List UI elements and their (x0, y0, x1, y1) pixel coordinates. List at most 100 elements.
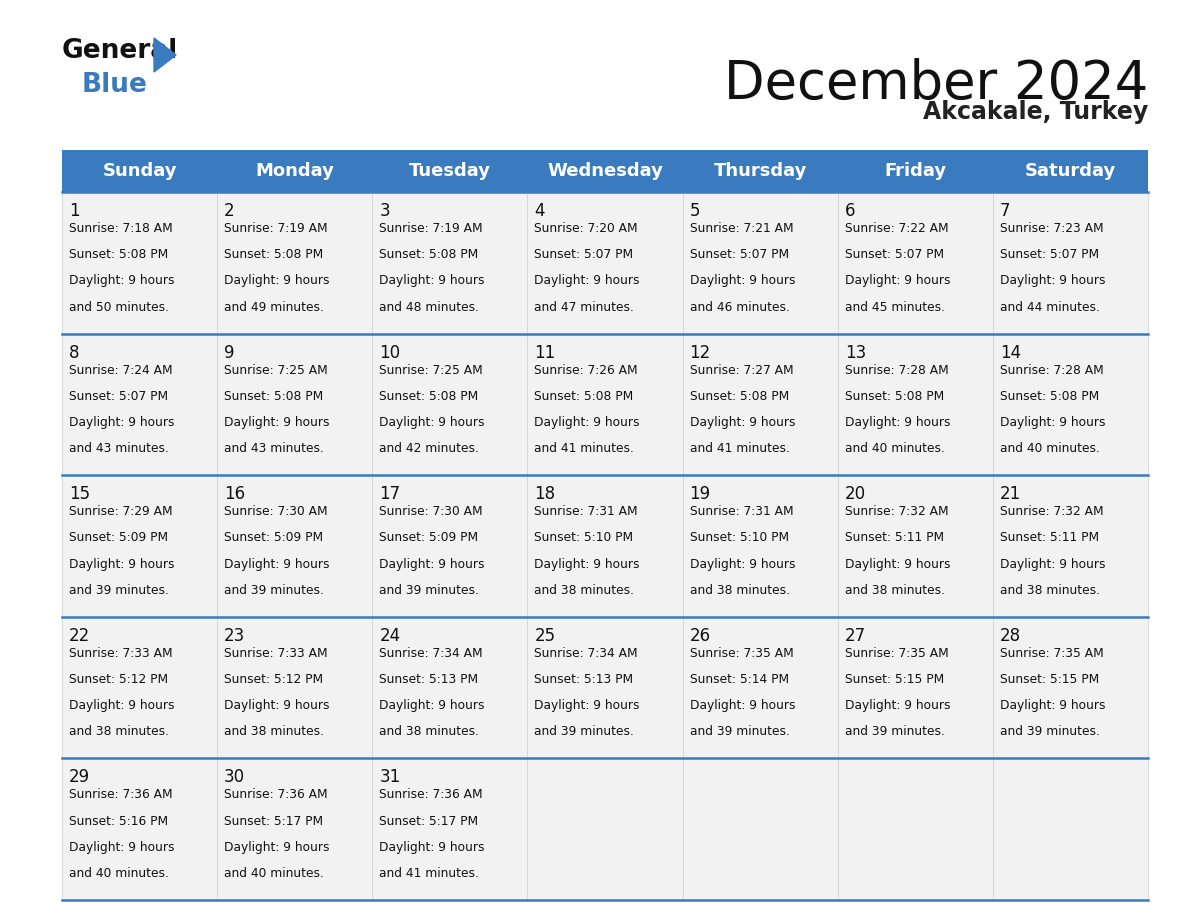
Text: Sunset: 5:07 PM: Sunset: 5:07 PM (535, 248, 633, 262)
Text: Friday: Friday (884, 162, 947, 180)
Text: Sunrise: 7:36 AM: Sunrise: 7:36 AM (379, 789, 482, 801)
Text: Daylight: 9 hours: Daylight: 9 hours (845, 274, 950, 287)
Text: Sunrise: 7:34 AM: Sunrise: 7:34 AM (535, 647, 638, 660)
Text: and 38 minutes.: and 38 minutes. (845, 584, 944, 597)
Bar (62, 333, 1148, 476)
Text: Sunset: 5:17 PM: Sunset: 5:17 PM (379, 814, 479, 828)
Text: 3: 3 (379, 202, 390, 220)
Text: Daylight: 9 hours: Daylight: 9 hours (1000, 416, 1105, 429)
Text: 31: 31 (379, 768, 400, 787)
Text: Sunset: 5:08 PM: Sunset: 5:08 PM (1000, 390, 1099, 403)
Text: Daylight: 9 hours: Daylight: 9 hours (689, 274, 795, 287)
Text: 11: 11 (535, 343, 556, 362)
Text: Sunset: 5:10 PM: Sunset: 5:10 PM (535, 532, 633, 544)
Text: 9: 9 (225, 343, 235, 362)
Text: Sunset: 5:08 PM: Sunset: 5:08 PM (379, 248, 479, 262)
Text: 22: 22 (69, 627, 90, 644)
Text: Tuesday: Tuesday (409, 162, 491, 180)
Text: and 39 minutes.: and 39 minutes. (689, 725, 790, 738)
Text: 17: 17 (379, 486, 400, 503)
Text: Daylight: 9 hours: Daylight: 9 hours (1000, 700, 1105, 712)
Text: and 50 minutes.: and 50 minutes. (69, 300, 169, 314)
Text: December 2024: December 2024 (723, 58, 1148, 110)
Text: Sunrise: 7:25 AM: Sunrise: 7:25 AM (225, 364, 328, 376)
Text: Monday: Monday (255, 162, 334, 180)
Text: Sunrise: 7:28 AM: Sunrise: 7:28 AM (845, 364, 948, 376)
Text: Sunrise: 7:19 AM: Sunrise: 7:19 AM (379, 222, 482, 235)
Text: 2: 2 (225, 202, 235, 220)
Text: Daylight: 9 hours: Daylight: 9 hours (689, 557, 795, 571)
Text: 28: 28 (1000, 627, 1020, 644)
Text: Thursday: Thursday (714, 162, 807, 180)
Text: Sunrise: 7:30 AM: Sunrise: 7:30 AM (225, 505, 328, 518)
Text: Daylight: 9 hours: Daylight: 9 hours (69, 416, 175, 429)
Text: Sunset: 5:07 PM: Sunset: 5:07 PM (69, 390, 169, 403)
Text: and 39 minutes.: and 39 minutes. (69, 584, 169, 597)
Text: Sunset: 5:12 PM: Sunset: 5:12 PM (225, 673, 323, 686)
Text: Sunrise: 7:32 AM: Sunrise: 7:32 AM (1000, 505, 1104, 518)
Text: Sunrise: 7:26 AM: Sunrise: 7:26 AM (535, 364, 638, 376)
Text: Daylight: 9 hours: Daylight: 9 hours (379, 557, 485, 571)
Text: Sunrise: 7:35 AM: Sunrise: 7:35 AM (689, 647, 794, 660)
Text: and 38 minutes.: and 38 minutes. (379, 725, 479, 738)
Text: 19: 19 (689, 486, 710, 503)
Text: Sunset: 5:08 PM: Sunset: 5:08 PM (535, 390, 633, 403)
Text: Sunrise: 7:36 AM: Sunrise: 7:36 AM (69, 789, 172, 801)
Text: 14: 14 (1000, 343, 1020, 362)
Text: and 39 minutes.: and 39 minutes. (225, 584, 324, 597)
Text: 15: 15 (69, 486, 90, 503)
Text: Sunset: 5:10 PM: Sunset: 5:10 PM (689, 532, 789, 544)
Text: Sunrise: 7:31 AM: Sunrise: 7:31 AM (689, 505, 794, 518)
Text: and 39 minutes.: and 39 minutes. (379, 584, 479, 597)
Text: Akcakale, Turkey: Akcakale, Turkey (923, 100, 1148, 124)
Text: Daylight: 9 hours: Daylight: 9 hours (689, 416, 795, 429)
Text: and 38 minutes.: and 38 minutes. (1000, 584, 1100, 597)
Text: Sunrise: 7:18 AM: Sunrise: 7:18 AM (69, 222, 172, 235)
Text: 27: 27 (845, 627, 866, 644)
Text: Daylight: 9 hours: Daylight: 9 hours (535, 700, 640, 712)
Text: 25: 25 (535, 627, 556, 644)
Polygon shape (154, 38, 176, 72)
Text: and 40 minutes.: and 40 minutes. (1000, 442, 1100, 455)
Text: Daylight: 9 hours: Daylight: 9 hours (225, 274, 329, 287)
Text: Daylight: 9 hours: Daylight: 9 hours (225, 841, 329, 854)
Text: Daylight: 9 hours: Daylight: 9 hours (69, 841, 175, 854)
Text: and 43 minutes.: and 43 minutes. (225, 442, 324, 455)
Text: 12: 12 (689, 343, 710, 362)
Text: Daylight: 9 hours: Daylight: 9 hours (1000, 557, 1105, 571)
Text: and 39 minutes.: and 39 minutes. (535, 725, 634, 738)
Text: Sunrise: 7:28 AM: Sunrise: 7:28 AM (1000, 364, 1104, 376)
Text: 6: 6 (845, 202, 855, 220)
Text: General: General (62, 38, 178, 64)
Text: Sunset: 5:09 PM: Sunset: 5:09 PM (379, 532, 479, 544)
Text: 23: 23 (225, 627, 246, 644)
Text: Daylight: 9 hours: Daylight: 9 hours (689, 700, 795, 712)
Text: and 40 minutes.: and 40 minutes. (69, 867, 169, 880)
Text: and 49 minutes.: and 49 minutes. (225, 300, 324, 314)
Text: 18: 18 (535, 486, 556, 503)
Text: and 40 minutes.: and 40 minutes. (225, 867, 324, 880)
Text: Sunset: 5:09 PM: Sunset: 5:09 PM (69, 532, 169, 544)
Text: Sunrise: 7:35 AM: Sunrise: 7:35 AM (845, 647, 948, 660)
Text: and 38 minutes.: and 38 minutes. (689, 584, 790, 597)
Text: Sunset: 5:15 PM: Sunset: 5:15 PM (1000, 673, 1099, 686)
Bar (62, 758, 1148, 900)
Text: 16: 16 (225, 486, 245, 503)
Text: Wednesday: Wednesday (546, 162, 663, 180)
Text: Daylight: 9 hours: Daylight: 9 hours (845, 416, 950, 429)
Text: Sunset: 5:08 PM: Sunset: 5:08 PM (379, 390, 479, 403)
Text: and 46 minutes.: and 46 minutes. (689, 300, 790, 314)
Text: Sunset: 5:09 PM: Sunset: 5:09 PM (225, 532, 323, 544)
Text: and 47 minutes.: and 47 minutes. (535, 300, 634, 314)
Text: Daylight: 9 hours: Daylight: 9 hours (69, 274, 175, 287)
Text: Sunrise: 7:34 AM: Sunrise: 7:34 AM (379, 647, 482, 660)
Text: Daylight: 9 hours: Daylight: 9 hours (535, 416, 640, 429)
Text: Sunset: 5:08 PM: Sunset: 5:08 PM (689, 390, 789, 403)
Text: Daylight: 9 hours: Daylight: 9 hours (1000, 274, 1105, 287)
Text: Sunset: 5:08 PM: Sunset: 5:08 PM (225, 248, 323, 262)
Text: Sunrise: 7:22 AM: Sunrise: 7:22 AM (845, 222, 948, 235)
Text: and 41 minutes.: and 41 minutes. (689, 442, 790, 455)
Text: Sunrise: 7:30 AM: Sunrise: 7:30 AM (379, 505, 482, 518)
Bar (62, 192, 1148, 333)
Text: Sunrise: 7:35 AM: Sunrise: 7:35 AM (1000, 647, 1104, 660)
